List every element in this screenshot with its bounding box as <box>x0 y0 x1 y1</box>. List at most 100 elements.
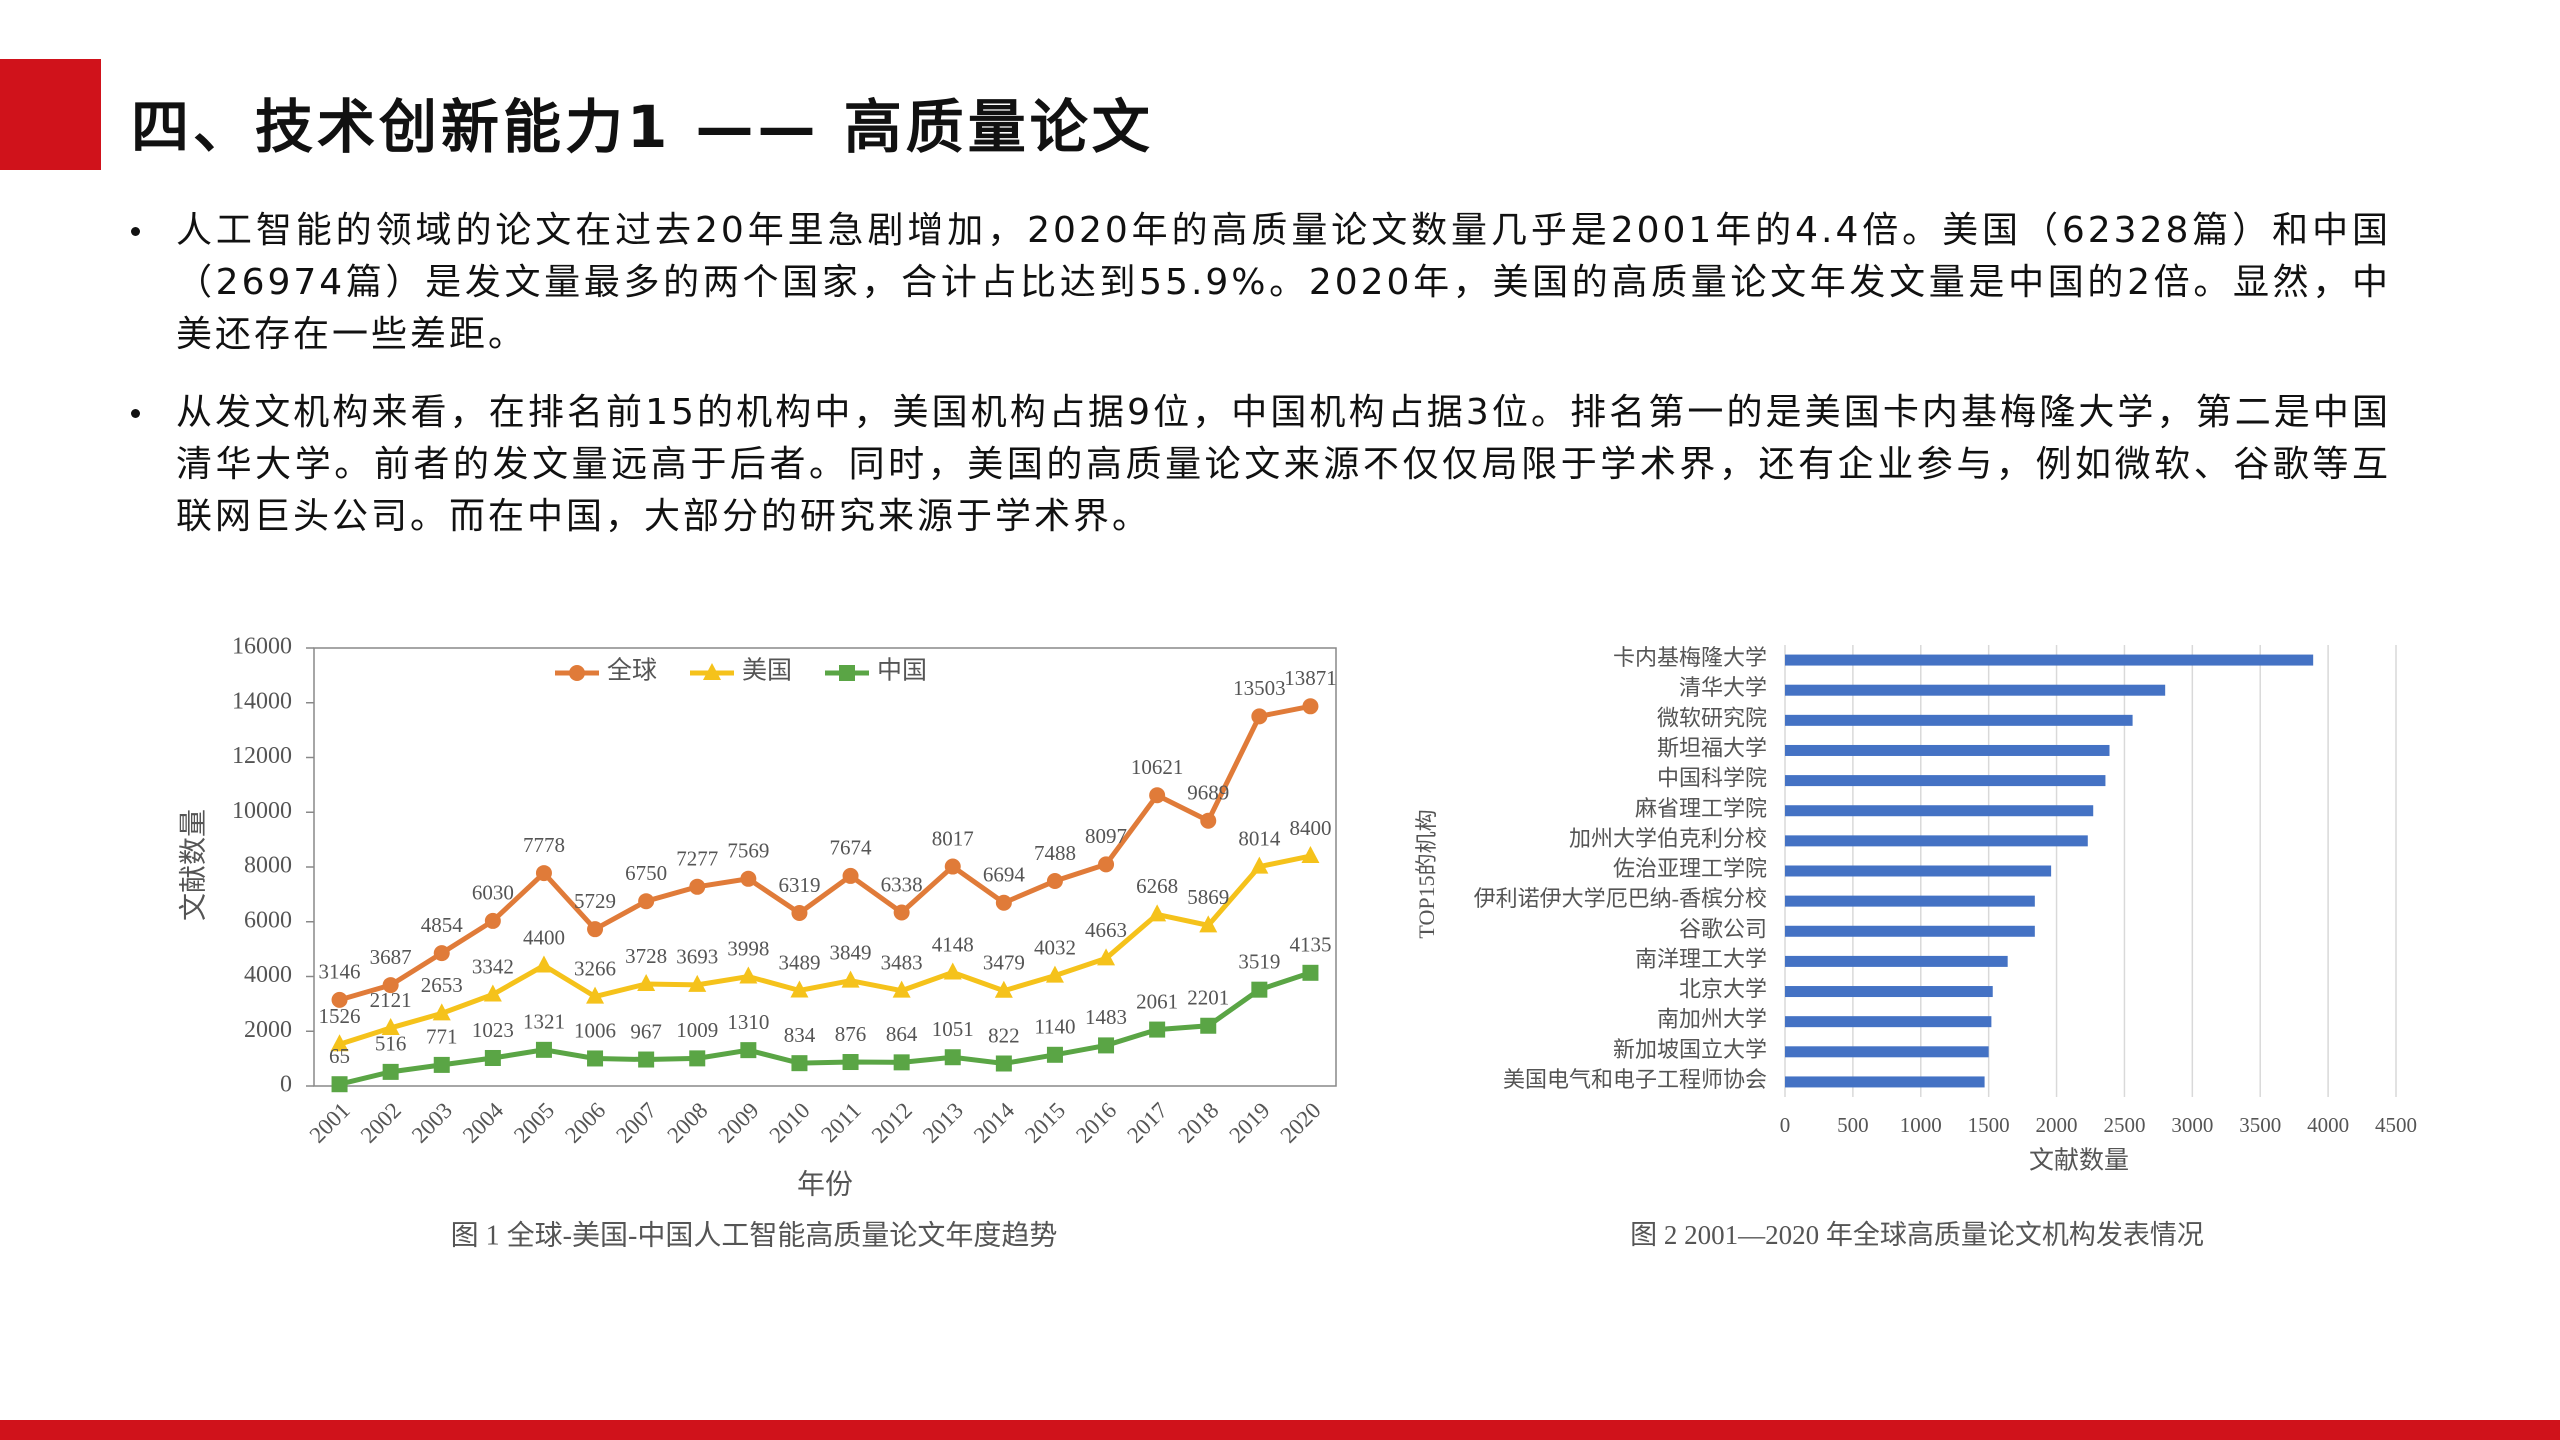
data-label: 7778 <box>523 833 565 857</box>
data-point <box>1148 904 1167 922</box>
data-point <box>791 905 808 922</box>
data-point <box>739 966 758 984</box>
x-tick-label: 2014 <box>969 1097 1020 1148</box>
legend-label: 中国 <box>877 657 927 685</box>
x-tick-label: 2013 <box>918 1098 968 1148</box>
data-label: 3489 <box>778 950 820 974</box>
bar <box>1785 986 1993 998</box>
data-label: 6268 <box>1136 874 1178 898</box>
y-tick-label: 麻省理工学院 <box>1635 796 1767 821</box>
data-point <box>330 1034 349 1052</box>
y-tick-label: 微软研究院 <box>1657 705 1767 730</box>
data-point <box>535 865 552 882</box>
data-point <box>1200 1017 1217 1034</box>
data-point <box>381 1017 400 1035</box>
data-label: 4663 <box>1085 918 1127 942</box>
data-label: 2653 <box>421 973 463 997</box>
data-point <box>433 1056 450 1073</box>
data-label: 6750 <box>625 861 667 885</box>
x-tick-label: 2003 <box>407 1098 457 1148</box>
data-point <box>1199 915 1218 933</box>
x-tick-label: 4500 <box>2375 1113 2417 1137</box>
y-tick-label: 清华大学 <box>1679 675 1767 700</box>
data-point <box>587 1050 604 1067</box>
data-label: 7569 <box>727 839 769 863</box>
y-tick-label: 斯坦福大学 <box>1657 736 1767 761</box>
series-line <box>338 970 1312 1087</box>
data-label: 4148 <box>932 932 974 956</box>
data-label: 1006 <box>574 1018 616 1042</box>
legend-swatch <box>703 663 721 680</box>
y-tick-label: 2000 <box>244 1017 292 1043</box>
y-tick-label: 佐治亚理工学院 <box>1613 856 1767 881</box>
data-point <box>433 945 450 962</box>
data-label: 1483 <box>1085 1005 1127 1029</box>
y-axis-label: 文献数量 <box>177 809 209 921</box>
data-label: 3266 <box>574 956 616 980</box>
bar <box>1785 805 2094 817</box>
bar <box>1785 744 2110 756</box>
x-tick-label: 2018 <box>1173 1098 1223 1148</box>
data-label: 13871 <box>1284 666 1337 690</box>
data-label: 822 <box>988 1023 1020 1047</box>
y-tick-label: 新加坡国立大学 <box>1613 1037 1767 1062</box>
bar <box>1785 1016 1992 1028</box>
x-tick-label: 2004 <box>458 1097 509 1148</box>
bar <box>1785 775 2106 787</box>
data-point <box>331 991 348 1008</box>
data-label: 3519 <box>1238 949 1280 973</box>
x-tick-label: 2008 <box>662 1098 712 1148</box>
data-point <box>893 904 910 921</box>
x-tick-label: 2005 <box>509 1098 559 1148</box>
data-point <box>432 1003 451 1021</box>
data-point <box>1045 965 1064 983</box>
bullet: 人工智能的领域的论文在过去20年里急剧增加，2020年的高质量论文数量几乎是20… <box>131 205 2391 361</box>
data-label: 6694 <box>983 863 1026 887</box>
title-accent <box>0 59 101 170</box>
data-label: 2121 <box>370 988 412 1012</box>
data-label: 4400 <box>523 925 565 949</box>
x-tick-label: 2019 <box>1224 1098 1274 1148</box>
y-tick-label: 中国科学院 <box>1657 766 1767 791</box>
x-tick-label: 2020 <box>1276 1098 1326 1148</box>
y-tick-label: 南洋理工大学 <box>1635 946 1767 971</box>
data-point <box>1200 812 1217 829</box>
data-point <box>790 980 809 998</box>
data-label: 7277 <box>676 847 718 871</box>
data-label: 6319 <box>778 873 820 897</box>
y-tick-label: 8000 <box>244 853 292 879</box>
x-tick-label: 3500 <box>2239 1113 2281 1137</box>
data-label: 1526 <box>319 1004 361 1028</box>
data-label: 771 <box>426 1025 458 1049</box>
x-tick-label: 2010 <box>765 1098 815 1148</box>
x-tick-label: 2012 <box>867 1098 917 1148</box>
data-label: 3479 <box>983 951 1025 975</box>
data-point <box>483 984 502 1002</box>
data-label: 967 <box>630 1019 662 1043</box>
x-tick-label: 0 <box>1780 1113 1791 1137</box>
bar <box>1785 895 2035 907</box>
data-label: 2201 <box>1187 986 1229 1010</box>
data-point <box>944 1049 961 1066</box>
bar <box>1785 835 2088 847</box>
data-point <box>740 870 757 887</box>
data-label: 516 <box>375 1032 407 1056</box>
data-label: 1140 <box>1034 1015 1075 1039</box>
footer-bar <box>0 1420 2560 1440</box>
plot-border <box>313 647 1337 1087</box>
data-label: 3483 <box>881 950 923 974</box>
data-label: 4854 <box>421 913 464 937</box>
data-point <box>638 1051 655 1068</box>
data-label: 8400 <box>1289 816 1331 840</box>
x-tick-label: 2006 <box>560 1098 610 1148</box>
x-tick-label: 2007 <box>611 1098 661 1148</box>
data-point <box>740 1042 757 1059</box>
y-tick-label: 6000 <box>244 907 292 933</box>
data-point <box>586 986 605 1004</box>
data-point <box>382 1063 399 1080</box>
data-point <box>688 974 707 992</box>
data-point <box>1098 1037 1115 1054</box>
data-label: 1321 <box>523 1010 565 1034</box>
